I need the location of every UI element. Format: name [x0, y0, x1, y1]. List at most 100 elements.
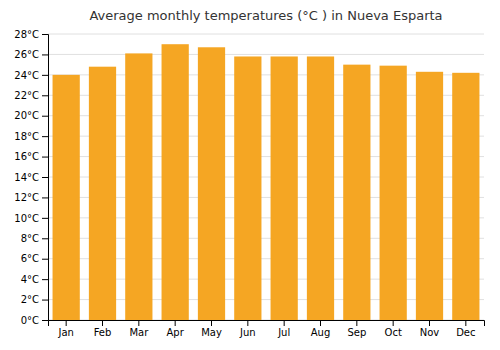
y-tick: 12°C [14, 192, 48, 203]
tick-mark [320, 320, 321, 326]
tick-mark [138, 320, 139, 326]
tick-mark [393, 320, 394, 326]
grid-line [48, 54, 484, 55]
x-axis: Jan Feb Mar Apr May Jun Jul Aug Sep Oct Nov Dec [49, 320, 485, 338]
x-tick-label: Feb [94, 327, 112, 338]
tick-mark [42, 259, 48, 260]
x-tick-label: Jun [239, 327, 256, 338]
tick-mark [465, 320, 466, 326]
bar [198, 47, 225, 320]
bar [53, 75, 80, 320]
x-tick-label: Oct [385, 327, 402, 338]
y-tick: 4°C [21, 274, 48, 285]
y-tick: 2°C [21, 294, 48, 305]
tick-mark [429, 320, 430, 326]
tick-mark [284, 320, 285, 326]
x-tick-label: Jul [277, 327, 290, 338]
y-tick: 20°C [14, 110, 48, 121]
y-tick-label: 16°C [14, 151, 39, 162]
y-tick-label: 12°C [14, 192, 39, 203]
tick-mark [102, 320, 103, 326]
x-tick: Apr [167, 320, 185, 338]
y-tick: 0°C [21, 315, 48, 326]
y-tick: 14°C [14, 172, 48, 183]
grid [48, 34, 484, 320]
bar [162, 44, 189, 320]
plot-area: Jan Feb Mar Apr May Jun Jul Aug Sep Oct Nov Dec 0°C 2… [14, 29, 484, 338]
tick-mark [42, 34, 48, 35]
y-tick-label: 28°C [14, 29, 39, 40]
y-tick-label: 4°C [21, 274, 39, 285]
y-axis: 0°C 2°C 4°C 6°C 8°C 10°C 12°C 14°C 16°C 18°C 20°C 2… [14, 29, 48, 326]
tick-mark [247, 320, 248, 326]
y-tick: 10°C [14, 213, 48, 224]
x-tick-label: Aug [311, 327, 331, 338]
tick-mark [211, 320, 212, 326]
bar [234, 56, 261, 320]
axis-domain [49, 321, 485, 327]
bar [271, 56, 298, 320]
bar [307, 56, 334, 320]
bar [89, 67, 116, 320]
y-tick-label: 14°C [14, 172, 39, 183]
x-tick: Mar [129, 320, 149, 338]
tick-mark [42, 116, 48, 117]
tick-mark [42, 218, 48, 219]
x-tick-label: Dec [456, 327, 475, 338]
tick-mark [42, 54, 48, 55]
tick-mark [42, 177, 48, 178]
x-tick-label: Nov [420, 327, 440, 338]
x-tick: Aug [311, 320, 331, 338]
tick-mark [42, 136, 48, 137]
y-tick-label: 6°C [21, 253, 39, 264]
y-tick-label: 22°C [14, 90, 39, 101]
x-tick-label: Mar [129, 327, 149, 338]
y-tick: 8°C [21, 233, 48, 244]
x-tick-label: May [201, 327, 222, 338]
bar [380, 66, 407, 320]
tick-mark [42, 197, 48, 198]
x-tick-label: Sep [347, 327, 366, 338]
y-tick-label: 24°C [14, 70, 39, 81]
x-tick-label: Apr [167, 327, 185, 338]
bar [452, 73, 479, 320]
tick-mark [42, 157, 48, 158]
title: Average monthly temperatures (°C ) in Nu… [89, 8, 442, 23]
x-tick: Oct [385, 320, 402, 338]
x-tick: Jun [239, 320, 256, 338]
tick-mark [356, 320, 357, 326]
tick-mark [42, 238, 48, 239]
y-tick: 16°C [14, 151, 48, 162]
bars [53, 44, 480, 320]
y-tick: 26°C [14, 49, 48, 60]
x-tick: Feb [94, 320, 112, 338]
bar [125, 53, 152, 320]
y-tick: 6°C [21, 253, 48, 264]
y-tick: 24°C [14, 70, 48, 81]
y-tick: 22°C [14, 90, 48, 101]
tick-mark [42, 95, 48, 96]
tick-mark [175, 320, 176, 326]
chart: Jan Feb Mar Apr May Jun Jul Aug Sep Oct Nov Dec 0°C 2… [0, 0, 500, 350]
tick-mark [42, 300, 48, 301]
tick-mark [42, 320, 48, 321]
y-tick: 18°C [14, 131, 48, 142]
x-tick: Jan [57, 320, 73, 338]
y-tick-label: 20°C [14, 110, 39, 121]
y-tick-label: 10°C [14, 213, 39, 224]
tick-mark [42, 75, 48, 76]
x-tick: May [201, 320, 222, 338]
tick-mark [66, 320, 67, 326]
x-tick: Sep [347, 320, 366, 338]
x-tick-label: Jan [57, 327, 73, 338]
axis-domain [42, 35, 49, 321]
y-tick-label: 8°C [21, 233, 39, 244]
grid-line [48, 34, 484, 35]
x-tick: Dec [456, 320, 475, 338]
y-tick-label: 26°C [14, 49, 39, 60]
x-tick: Nov [420, 320, 440, 338]
y-tick: 28°C [14, 29, 48, 40]
y-tick-label: 2°C [21, 294, 39, 305]
x-tick: Jul [277, 320, 290, 338]
y-tick-label: 0°C [21, 315, 39, 326]
